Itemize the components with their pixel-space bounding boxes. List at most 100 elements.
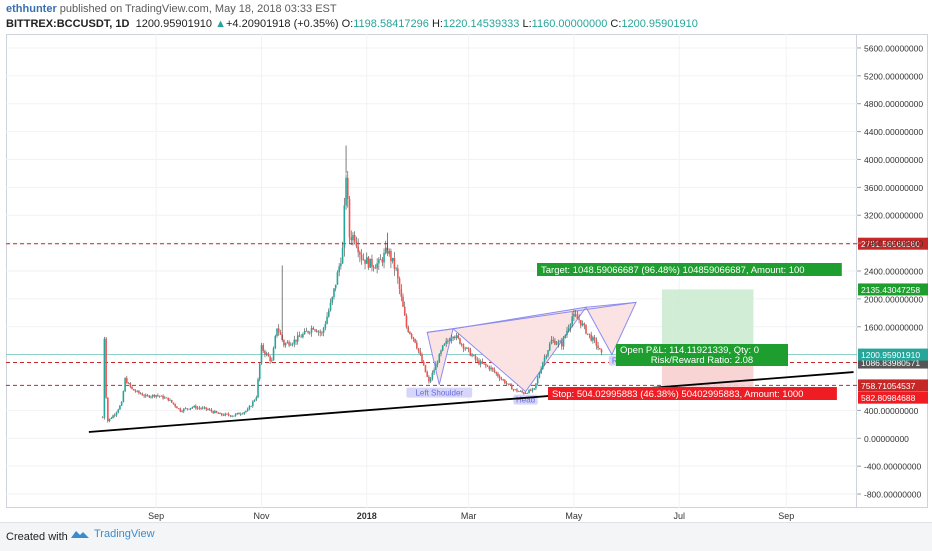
candle-body-2017-10-22 bbox=[243, 412, 246, 414]
candle-body-2018-04-02 bbox=[523, 392, 525, 394]
candle-body-2018-03-19 bbox=[498, 376, 501, 379]
candle-body-2018-03-02 bbox=[469, 349, 472, 356]
candle-body-2018-04-03 bbox=[524, 393, 527, 394]
candle-body-2017-09-01 bbox=[155, 395, 157, 397]
candle-body-2017-12-30 bbox=[362, 259, 365, 261]
candle-body-2018-02-23 bbox=[457, 335, 460, 339]
candle-body-2017-12-21 bbox=[346, 177, 349, 200]
chart-svg[interactable]: 2791.58568280 1086.83980571 758.71054537 21… bbox=[0, 0, 932, 522]
candle-body-2017-08-31 bbox=[153, 394, 156, 397]
price-tag bbox=[858, 348, 928, 361]
price-change: +4.20901918 (+0.35%) bbox=[226, 18, 339, 30]
candle-body-2017-11-02 bbox=[262, 345, 264, 351]
candle-body-2017-12-28 bbox=[359, 252, 361, 255]
candle-body-2017-11-23 bbox=[298, 335, 301, 337]
candle-body-2017-08-15 bbox=[126, 378, 128, 384]
candle-body-2017-09-30 bbox=[205, 407, 208, 410]
y-tick-label: 2400.00000000 bbox=[864, 267, 923, 277]
candle-body-2018-01-08 bbox=[378, 259, 380, 264]
candle-body-2017-09-06 bbox=[164, 397, 166, 399]
candle-body-2017-08-27 bbox=[146, 395, 149, 396]
candle-body-2017-11-01 bbox=[260, 345, 263, 364]
candle-body-2017-12-31 bbox=[364, 259, 366, 264]
candle-body-2017-11-09 bbox=[274, 336, 277, 349]
candle-body-2017-08-13 bbox=[122, 391, 125, 403]
pattern-label: Head bbox=[516, 396, 535, 405]
candle-body-2018-04-25 bbox=[562, 337, 565, 347]
candle-body-2017-12-06 bbox=[321, 332, 323, 334]
candle-body-2017-09-03 bbox=[158, 395, 161, 397]
candle-body-2017-11-17 bbox=[288, 342, 290, 346]
candle-body-2017-09-20 bbox=[188, 408, 190, 410]
x-tick-label: Sep bbox=[148, 511, 164, 521]
candle-body-2018-01-20 bbox=[398, 278, 401, 290]
candle-body-2018-04-27 bbox=[566, 330, 568, 336]
candle-body-2017-08-17 bbox=[129, 383, 132, 387]
candle-body-2018-04-05 bbox=[528, 389, 530, 394]
pattern-label-bg bbox=[406, 387, 473, 398]
y-tick-label: 5200.00000000 bbox=[864, 71, 923, 81]
level-tag-label: 2791.58568280 bbox=[861, 239, 920, 249]
candle-body-2017-12-13 bbox=[333, 288, 335, 297]
candle-body-2018-02-21 bbox=[454, 336, 456, 339]
x-tick-label: 2018 bbox=[357, 511, 377, 521]
candle-body-2017-12-17 bbox=[340, 263, 342, 267]
candle-body-2018-03-31 bbox=[519, 391, 522, 392]
candle-body-2017-10-20 bbox=[239, 413, 242, 415]
candle-body-2018-05-04 bbox=[578, 318, 580, 321]
candle-body-2017-09-11 bbox=[172, 402, 175, 405]
candle-body-2018-03-04 bbox=[472, 355, 475, 357]
candle-body-2018-02-14 bbox=[441, 345, 444, 351]
candle-body-2018-05-11 bbox=[590, 334, 592, 341]
candle-body-2017-11-08 bbox=[272, 348, 275, 361]
tradingview-brand[interactable]: TradingView bbox=[70, 528, 155, 540]
candle-body-2017-12-01 bbox=[312, 327, 315, 330]
symbol-label: BITTREX:BCCUSDT, 1D bbox=[6, 18, 130, 30]
candle-body-2017-08-04 bbox=[107, 397, 109, 422]
candle-body-2018-01-18 bbox=[395, 268, 397, 270]
candle-body-2017-11-29 bbox=[309, 332, 311, 334]
candle-body-2017-12-08 bbox=[324, 323, 327, 329]
candle-body-2017-09-22 bbox=[191, 407, 194, 408]
candle-body-2018-02-03 bbox=[422, 361, 425, 366]
candle-body-2017-12-15 bbox=[336, 272, 339, 285]
candle-body-2017-12-03 bbox=[315, 330, 318, 333]
candle-body-2018-03-10 bbox=[483, 363, 485, 365]
candle-body-2017-08-08 bbox=[113, 415, 116, 416]
candle-body-2017-10-01 bbox=[207, 409, 209, 410]
y-tick-label: 1600.00000000 bbox=[864, 322, 923, 332]
candle-body-2018-03-05 bbox=[474, 355, 477, 360]
candle-body-2018-03-09 bbox=[481, 361, 484, 364]
candle-body-2018-01-19 bbox=[397, 268, 399, 279]
candle-body-2018-04-19 bbox=[552, 339, 554, 341]
candle-body-2017-12-09 bbox=[326, 316, 328, 324]
low-label: L: bbox=[522, 18, 532, 30]
candle-body-2017-08-11 bbox=[119, 405, 121, 410]
publisher-name[interactable]: ethhunter bbox=[6, 3, 57, 15]
y-tick-label: 5600.00000000 bbox=[864, 43, 923, 53]
level-tag bbox=[858, 237, 928, 250]
candle-body-2017-11-18 bbox=[290, 344, 292, 346]
candle-body-2017-09-19 bbox=[186, 408, 189, 410]
x-axis-ticks: Sep Nov 2018 Mar May Jul Sep bbox=[148, 511, 794, 521]
candle-body-2017-12-25 bbox=[353, 235, 356, 242]
candle-body-2017-10-19 bbox=[238, 412, 240, 415]
candle-body-2018-01-16 bbox=[391, 257, 394, 262]
candle-body-2017-10-11 bbox=[224, 413, 227, 416]
candle-body-2018-03-13 bbox=[488, 366, 491, 370]
candle-body-2017-08-06 bbox=[110, 418, 113, 419]
price-tag-label: 2135.43047258 bbox=[861, 285, 920, 295]
candle-body-2017-09-25 bbox=[196, 407, 199, 409]
candle-body-2017-12-16 bbox=[338, 266, 340, 273]
high-value: 1220.14539333 bbox=[442, 18, 520, 30]
candle-body-2017-08-18 bbox=[131, 386, 133, 390]
candle-body-2018-01-14 bbox=[388, 250, 391, 254]
candle-body-2018-04-26 bbox=[564, 335, 567, 338]
price-axis[interactable] bbox=[857, 34, 928, 508]
candle-body-2017-08-22 bbox=[138, 390, 140, 393]
candle-body-2017-10-04 bbox=[212, 411, 214, 414]
close-label: C: bbox=[610, 18, 622, 30]
candle-body-2017-11-10 bbox=[276, 328, 278, 337]
candle-body-2018-03-30 bbox=[517, 391, 520, 393]
close-value: 1200.95901910 bbox=[621, 18, 698, 30]
